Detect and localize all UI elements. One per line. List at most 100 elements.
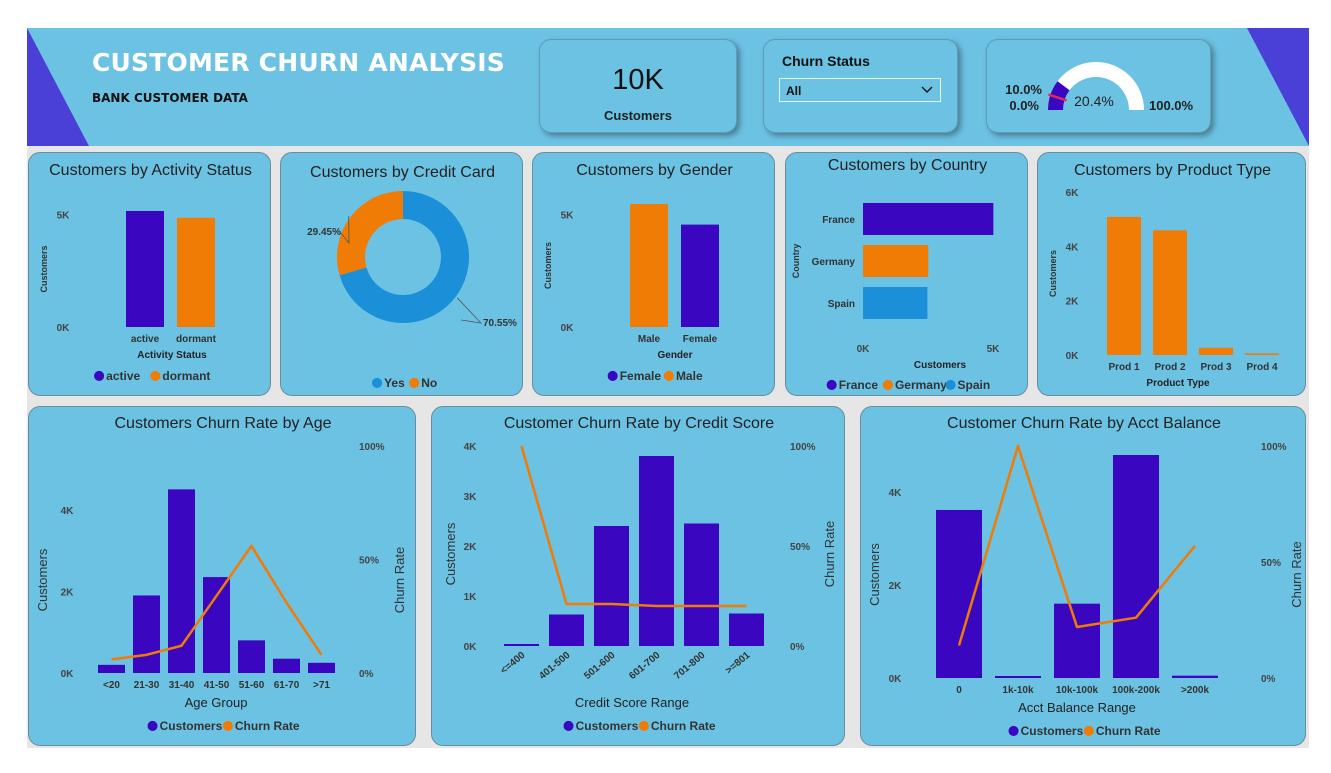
x-axis-label: Gender — [657, 350, 692, 361]
x-tick-label: 0K — [857, 344, 871, 355]
bar — [863, 287, 928, 319]
x-axis-label: Acct Balance Range — [1018, 700, 1136, 715]
x-tick-label: >=801 — [724, 650, 753, 677]
bar — [168, 489, 195, 673]
legend-label: Yes — [384, 376, 405, 390]
chart-churn-by-age: Customers Churn Rate by Age 0K 2K 4K 0% 50% 10… — [35, 415, 407, 733]
bar — [1153, 230, 1187, 355]
card-credit-score[interactable]: Customer Churn Rate by Credit Score 0K 1K 2… — [431, 406, 845, 746]
legend-marker — [94, 370, 105, 381]
y2-tick-label: 100% — [790, 442, 816, 453]
y-tick-label: 2K — [1066, 297, 1080, 308]
card-country[interactable]: Customers by Country France Germany Spain 0K… — [785, 152, 1028, 396]
bar — [273, 658, 300, 673]
x-tick-label: 21-30 — [134, 680, 160, 691]
y-tick-label: 4K — [889, 488, 903, 499]
card-balance[interactable]: Customer Churn Rate by Acct Balance 0K 2K 4… — [860, 406, 1306, 746]
card-product[interactable]: Customers by Product Type 0K 2K 4K 6K Custome… — [1037, 152, 1306, 396]
churn-rate-gauge: 20.4% 0.0% 100.0% 10.0% — [1005, 62, 1194, 113]
kpi-card[interactable]: 10K Customers — [539, 39, 737, 133]
chart-country: Customers by Country France Germany Spain 0K… — [791, 157, 1001, 392]
bar — [1172, 675, 1218, 678]
page-subtitle: BANK CUSTOMER DATA — [92, 91, 248, 105]
donut-leader-line — [339, 216, 350, 245]
bar — [133, 595, 160, 673]
bar — [549, 614, 584, 646]
y-tick-label: Germany — [812, 257, 856, 268]
bar — [639, 456, 674, 646]
x-tick-label: 100k-200k — [1112, 685, 1160, 696]
x-tick-label: 10k-100k — [1056, 685, 1099, 696]
bar — [98, 664, 125, 673]
chart-title: Customer Churn Rate by Credit Score — [504, 415, 774, 432]
slicer-label: Churn Status — [782, 53, 870, 69]
y-tick-label: 0K — [889, 674, 903, 685]
x-axis-label: Age Group — [185, 695, 248, 710]
card-age[interactable]: Customers Churn Rate by Age 0K 2K 4K 0% 50% 10… — [28, 406, 416, 746]
bar — [504, 644, 539, 646]
gauge-value-label: 20.4% — [1074, 93, 1114, 109]
x-tick-label: 601-700 — [627, 650, 663, 682]
x-tick-label: 61-70 — [274, 680, 300, 691]
legend-label: Churn Rate — [235, 719, 300, 733]
y-tick-label: 4K — [61, 506, 75, 517]
x-tick-label: 0 — [956, 685, 962, 696]
gauge-target-marker — [1048, 93, 1067, 102]
gauge-card[interactable]: 20.4% 0.0% 100.0% 10.0% — [986, 39, 1211, 133]
chart-activity-status: Customers by Activity Status 0K 5K Customer… — [39, 162, 252, 383]
x-tick-label: 5K — [987, 344, 1001, 355]
bar — [308, 662, 335, 673]
x-tick-label: 41-50 — [204, 680, 230, 691]
y2-tick-label: 50% — [1261, 558, 1281, 569]
legend-label: Churn Rate — [1096, 724, 1161, 738]
bar — [1107, 216, 1141, 355]
chart-title: Customers Churn Rate by Age — [115, 415, 332, 432]
legend-marker — [372, 377, 383, 388]
x-tick-label: Male — [638, 334, 661, 345]
chart-title: Customers by Country — [828, 157, 987, 174]
y2-axis-label: Churn Rate — [1289, 541, 1304, 607]
x-tick-label: Prod 1 — [1108, 362, 1140, 373]
y2-tick-label: 0% — [1261, 674, 1276, 685]
legend-label: active — [106, 369, 140, 383]
card-credit-card[interactable]: Customers by Credit Card 70.55% 29.45% Yes N… — [280, 152, 523, 396]
bar — [1199, 347, 1233, 355]
left-accent-shape — [27, 28, 89, 146]
x-tick-label: >200k — [1181, 685, 1210, 696]
y2-tick-label: 50% — [790, 542, 810, 553]
x-tick-label: >71 — [313, 680, 330, 691]
legend-marker — [563, 720, 574, 731]
x-tick-label: 401-500 — [537, 650, 573, 682]
legend-label: Customers — [576, 719, 639, 733]
x-tick-label: 51-60 — [239, 680, 265, 691]
slicer-selected-value: All — [786, 84, 802, 98]
legend-marker — [607, 370, 618, 381]
y-tick-label: 6K — [1066, 188, 1080, 199]
legend-label: Germany — [895, 378, 947, 392]
page-title: CUSTOMER CHURN ANALYSIS — [92, 48, 505, 77]
bar — [681, 224, 719, 327]
bar — [177, 217, 215, 327]
y2-axis-label: Churn Rate — [392, 547, 407, 613]
kpi-label: Customers — [604, 108, 672, 123]
churn-rate-line — [957, 444, 1196, 646]
x-tick-label: 701-800 — [672, 650, 708, 682]
card-gender[interactable]: Customers by Gender 0K 5K Customers Male Fema… — [532, 152, 775, 396]
legend-marker — [663, 370, 674, 381]
y2-tick-label: 0% — [790, 642, 805, 653]
legend-marker — [945, 379, 956, 390]
bar — [203, 577, 230, 673]
bar — [1054, 603, 1100, 678]
y-axis-label: Customers — [35, 548, 50, 611]
bar — [594, 526, 629, 646]
legend-marker — [882, 379, 893, 390]
chart-title: Customers by Gender — [576, 162, 733, 179]
y-tick-label: 2K — [889, 581, 903, 592]
card-activity[interactable]: Customers by Activity Status 0K 5K Customer… — [28, 152, 271, 396]
legend-marker — [147, 720, 158, 731]
donut-leader-line — [457, 297, 483, 324]
bar — [863, 203, 994, 235]
chevron-down-icon[interactable] — [920, 83, 934, 97]
churn-status-dropdown[interactable]: All — [779, 78, 941, 102]
x-axis-label: Customers — [914, 360, 967, 371]
